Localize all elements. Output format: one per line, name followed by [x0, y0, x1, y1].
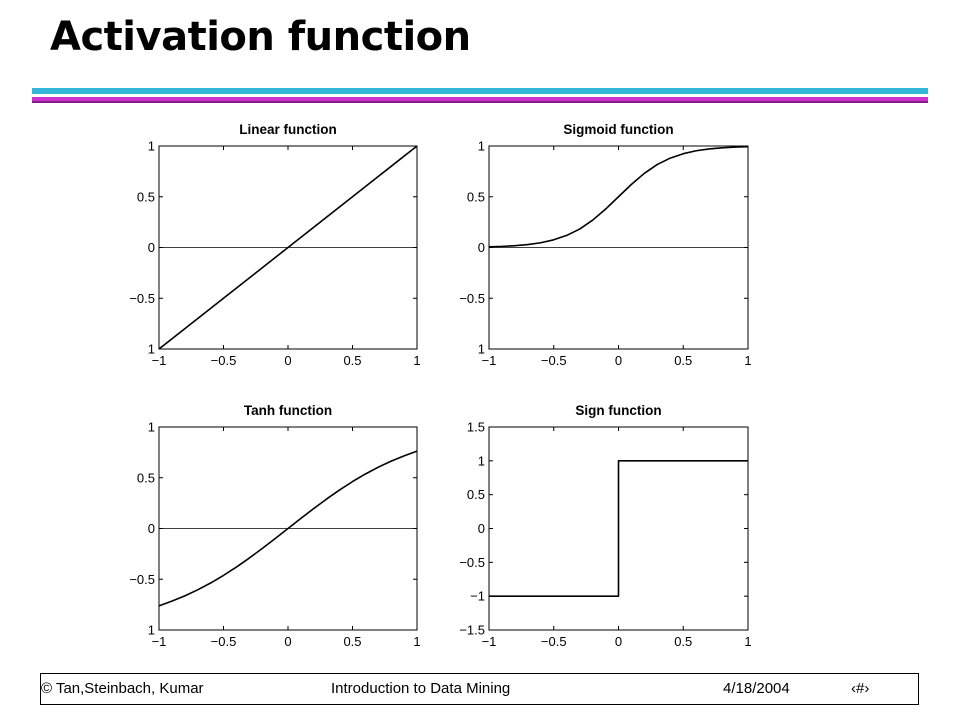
x-tick-label: 0.5: [343, 353, 361, 368]
x-tick-label: 0: [615, 634, 622, 649]
y-tick-label: −1: [470, 589, 485, 604]
x-tick-label: −1: [482, 634, 497, 649]
x-tick-label: −0.5: [541, 634, 567, 649]
footer-date: 4/18/2004: [723, 680, 790, 697]
function-curve: [158, 145, 418, 350]
y-tick-label: 1.5: [467, 420, 485, 435]
y-tick-label: 1: [148, 623, 155, 638]
chart-panel: Linear function −1 −0.5 0 0.5 1 1 −0.5 0 0.5 1: [129, 122, 420, 368]
title-rule-magenta: [32, 97, 928, 101]
x-tick-label: 0: [284, 634, 291, 649]
x-tick-label: 1: [744, 353, 751, 368]
chart-title: Sign function: [575, 403, 661, 418]
x-tick-label: −0.5: [211, 353, 237, 368]
chart-title: Tanh function: [244, 403, 332, 418]
y-tick-label: 1: [148, 139, 155, 154]
chart-title: Linear function: [239, 122, 337, 137]
x-tick-label: 1: [413, 634, 420, 649]
slide-title: Activation function: [50, 14, 471, 60]
y-tick-label: 0.5: [137, 470, 155, 485]
y-tick-label: 0: [478, 521, 485, 536]
y-tick-label: 0: [148, 240, 155, 255]
y-tick-label: −0.5: [129, 572, 155, 587]
x-tick-label: 0: [284, 353, 291, 368]
x-tick-label: 0.5: [674, 353, 692, 368]
y-tick-label: 1: [148, 420, 155, 435]
y-tick-label: −0.5: [459, 291, 485, 306]
x-tick-label: −1: [152, 353, 167, 368]
y-tick-label: 0: [148, 521, 155, 536]
y-tick-label: 1: [478, 139, 485, 154]
chart-panel: Tanh function −1 −0.5 0 0.5 1 1 −0.5 0 0.5 1: [129, 403, 420, 649]
y-tick-label: 1: [148, 342, 155, 357]
function-curve: [488, 145, 749, 248]
y-tick-label: 0: [478, 240, 485, 255]
footer-page-number: ‹#›: [851, 680, 870, 697]
x-tick-label: −0.5: [211, 634, 237, 649]
x-tick-label: 0.5: [674, 634, 692, 649]
footer-course-title: Introduction to Data Mining: [331, 680, 511, 697]
x-tick-label: 0.5: [343, 634, 361, 649]
x-tick-label: −1: [482, 353, 497, 368]
function-curve: [489, 460, 748, 597]
chart-panel: Sign function−1 −0.5 0 0.5 1−1.5−1−0.500.511…: [459, 403, 751, 649]
y-tick-label: 1: [478, 342, 485, 357]
y-tick-label: 0.5: [467, 487, 485, 502]
footer-copyright: © Tan,Steinbach, Kumar: [41, 680, 204, 697]
title-rule-magenta-shadow: [32, 101, 928, 103]
y-tick-label: 1: [478, 453, 485, 468]
y-tick-label: 0.5: [137, 189, 155, 204]
x-tick-label: 0: [615, 353, 622, 368]
chart-panel: Sigmoid function −1 −0.5 0 0.5 1 1 −0.5 0 0.5 1: [459, 122, 751, 368]
footer: © Tan,Steinbach, Kumar Introduction to D…: [40, 673, 919, 705]
y-tick-label: 0.5: [467, 189, 485, 204]
y-tick-label: −0.5: [459, 555, 485, 570]
title-rule-cyan: [32, 88, 928, 94]
x-tick-label: −1: [152, 634, 167, 649]
x-tick-label: −0.5: [541, 353, 567, 368]
y-tick-label: −0.5: [129, 291, 155, 306]
x-tick-label: 1: [413, 353, 420, 368]
function-curve: [158, 450, 418, 607]
y-tick-label: −1.5: [459, 623, 485, 638]
x-tick-label: 1: [744, 634, 751, 649]
chart-title: Sigmoid function: [563, 122, 673, 137]
